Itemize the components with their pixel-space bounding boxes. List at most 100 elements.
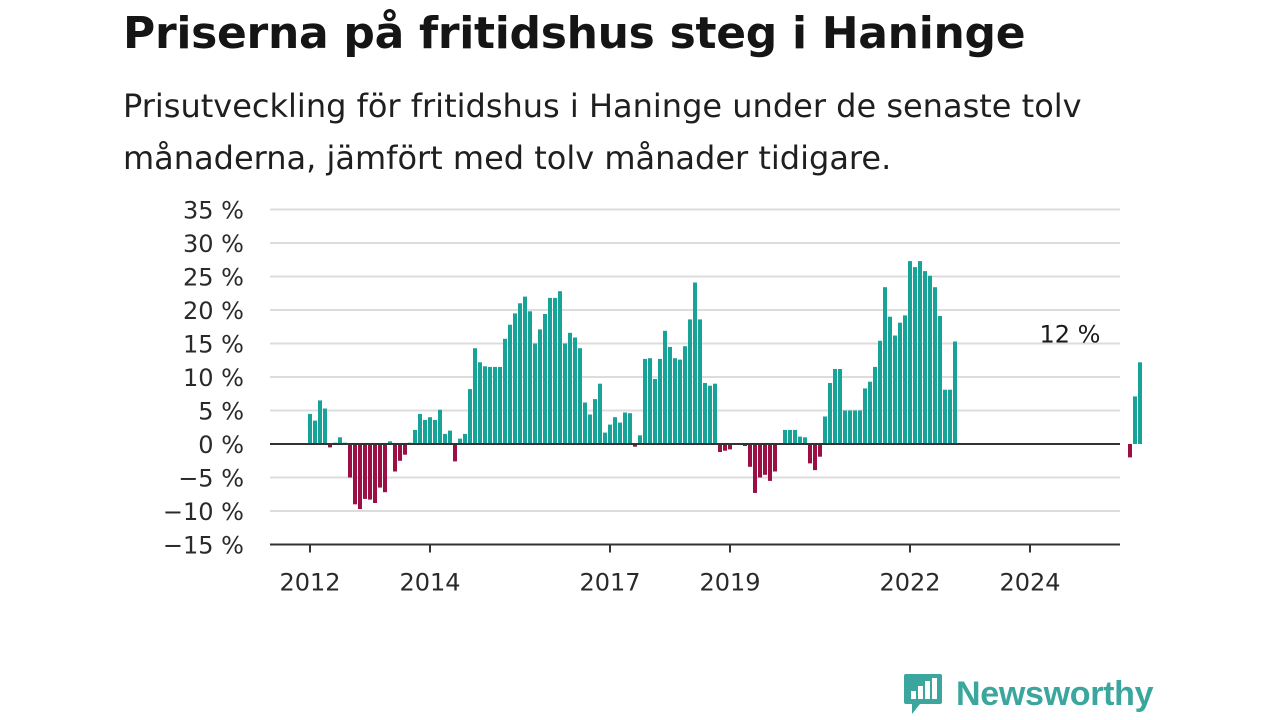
bar (398, 444, 402, 461)
chart-subtitle: Prisutveckling för fritidshus i Haninge … (123, 87, 1082, 177)
bar (868, 381, 872, 444)
bar (553, 297, 557, 444)
bar (523, 296, 527, 444)
bar (928, 275, 932, 444)
bar (843, 410, 847, 444)
bar (768, 444, 772, 481)
bar (953, 341, 957, 444)
bar (593, 399, 597, 444)
x-tick-label: 2022 (879, 569, 940, 597)
bar (863, 388, 867, 444)
bar (433, 419, 437, 444)
bar (358, 444, 362, 509)
bar (918, 261, 922, 444)
bars (308, 261, 1142, 509)
bar (683, 346, 687, 444)
bar (943, 389, 947, 444)
bar (718, 444, 722, 452)
bar (608, 424, 612, 444)
bar (793, 429, 797, 444)
bar (703, 383, 707, 444)
bar (418, 413, 422, 445)
bar (663, 330, 667, 444)
y-tick-label: 25 % (183, 264, 244, 292)
bar (508, 324, 512, 444)
bar (548, 297, 552, 444)
bar (923, 271, 927, 444)
bar (383, 444, 387, 493)
bar (638, 435, 642, 444)
bar (908, 261, 912, 444)
bar (378, 444, 382, 488)
bar (348, 444, 352, 478)
bar (858, 410, 862, 444)
y-tick-label: 30 % (183, 230, 244, 258)
bar (713, 383, 717, 444)
bar (528, 311, 532, 444)
x-axis-ticks: 2012 2014 2017 2019 2022 2024 (279, 544, 1061, 597)
bar (628, 413, 632, 444)
bar (668, 346, 672, 445)
bar (403, 444, 407, 455)
y-tick-label: 5 % (198, 398, 244, 426)
y-tick-label: −5 % (178, 465, 244, 493)
bar (788, 429, 792, 444)
bar (518, 303, 522, 444)
brand-logo[interactable]: Newsworthy (902, 672, 1154, 716)
bar (853, 410, 857, 444)
bar (568, 332, 572, 444)
bar (938, 316, 942, 444)
bar (473, 348, 477, 444)
bar (1133, 396, 1137, 444)
bar (828, 383, 832, 444)
bar (513, 313, 517, 445)
bar (783, 429, 787, 444)
y-tick-label: 0 % (198, 431, 244, 459)
bar (728, 444, 732, 450)
bar (468, 389, 472, 444)
x-tick-label: 2019 (699, 569, 760, 597)
bar (723, 444, 727, 451)
bar (318, 400, 322, 444)
bar (368, 444, 372, 500)
bar (773, 444, 777, 472)
bar (598, 383, 602, 444)
y-axis-ticks: 35 % 30 % 25 % 20 % 15 % 10 % 5 % 0 % −5 % −10 % −… (163, 197, 244, 560)
bar (658, 358, 662, 444)
bar (438, 409, 442, 444)
bar (673, 358, 677, 444)
bar (1138, 362, 1142, 444)
axes (270, 443, 1120, 546)
bar (848, 410, 852, 444)
bar (538, 329, 542, 444)
bar (543, 314, 547, 444)
bar (933, 287, 937, 444)
bar (623, 412, 627, 444)
bar (478, 362, 482, 444)
bar (813, 444, 817, 471)
bar (428, 417, 432, 444)
bar (563, 343, 567, 444)
bar (448, 430, 452, 444)
bar (803, 437, 807, 444)
bar (883, 287, 887, 444)
bar (633, 444, 637, 447)
x-tick-label: 2014 (399, 569, 460, 597)
bar (678, 359, 682, 444)
bar (688, 319, 692, 444)
bar (313, 420, 317, 444)
bar (798, 436, 802, 444)
bar (578, 348, 582, 444)
bar (463, 433, 467, 444)
x-tick-label: 2024 (999, 569, 1060, 597)
bar (653, 379, 657, 444)
bar (893, 335, 897, 444)
bar (818, 444, 822, 457)
bar (493, 366, 497, 444)
bar (308, 413, 312, 445)
bar (488, 366, 492, 444)
bar (698, 319, 702, 444)
bar (758, 444, 762, 478)
brand-name: Newsworthy (956, 674, 1154, 713)
